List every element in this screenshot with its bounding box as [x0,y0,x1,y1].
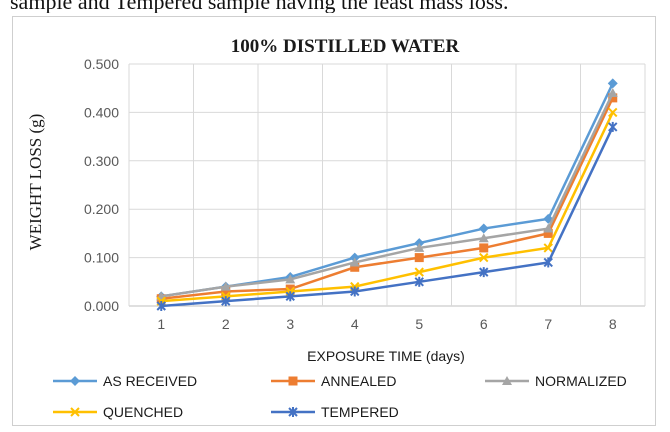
legend-item-annealed: ANNEALED [271,373,396,389]
x-tick-label: 2 [222,316,230,332]
y-tick-label: 0.400 [84,104,119,120]
series-line-annealed [161,97,614,300]
data-point-tempered [479,267,489,278]
y-tick-label: 0.000 [84,298,119,314]
y-tick-label: 0.500 [84,56,119,72]
data-point-normalized [414,242,425,252]
data-point-tempered [350,286,360,297]
legend-item-tempered: TEMPERED [271,404,399,420]
data-point-normalized [349,257,360,267]
data-point-annealed [543,228,553,238]
data-point-tempered [608,121,618,132]
legend-label: TEMPERED [321,404,399,420]
y-tick-label: 0.200 [84,201,119,217]
line-chart: 100% DISTILLED WATER 0.000 0.100 0.200 0.30… [26,36,646,420]
x-tick-label: 6 [480,316,488,332]
x-tick-label: 8 [609,316,617,332]
data-point-tempered [414,276,424,287]
legend-item-quenched: QUENCHED [53,404,183,420]
legend-label: QUENCHED [103,404,183,420]
caption-text: sample and Tempered sample having the le… [10,0,509,13]
y-tick-label: 0.300 [84,153,119,169]
x-tick-label: 1 [157,316,165,332]
data-point-annealed [479,243,489,253]
data-point-as-received [607,78,618,89]
legend-marker-tempered [288,407,298,417]
series-normalized [156,88,618,301]
data-point-as-received [478,223,489,234]
data-point-normalized [285,274,296,284]
legend-marker-annealed [288,376,298,386]
data-point-annealed [608,93,618,103]
data-point-annealed [221,286,231,296]
series-tempered [156,121,618,311]
legend-marker-as-received [70,376,80,386]
x-axis-title: EXPOSURE TIME (days) [307,348,465,364]
data-point-annealed [350,262,360,272]
x-tick-label: 3 [286,316,294,332]
legend-marker-quenched [70,407,80,417]
data-point-tempered [285,291,295,302]
x-tick-label: 4 [351,316,359,332]
x-tick-labels: 1 2 3 4 5 6 7 8 [157,316,617,332]
data-point-quenched [543,243,553,253]
x-tick-label: 7 [544,316,552,332]
legend-marker-normalized [502,376,512,385]
series-line-quenched [161,111,614,303]
legend: AS RECEIVED ANNEALED NORMALIZED QUENCHED TEM… [53,373,627,420]
x-tick-label: 5 [415,316,423,332]
y-axis-title: WEIGHT LOSS (g) [26,114,45,251]
legend-label: NORMALIZED [535,373,627,389]
data-point-normalized [478,233,489,243]
y-tick-labels: 0.000 0.100 0.200 0.300 0.400 0.500 [84,56,119,314]
data-point-normalized [543,223,554,233]
data-point-quenched [414,267,424,277]
data-point-annealed [285,284,295,294]
legend-item-normalized: NORMALIZED [485,373,627,389]
data-point-quenched [479,252,489,263]
data-point-quenched [608,107,618,118]
data-point-normalized [220,281,231,291]
y-tick-label: 0.100 [84,250,119,266]
series-line-normalized [161,92,614,298]
gridlines [128,63,646,307]
chart-title: 100% DISTILLED WATER [231,36,460,57]
legend-label: AS RECEIVED [103,373,197,389]
data-point-tempered [156,301,166,311]
chart-frame: 100% DISTILLED WATER 0.000 0.100 0.200 0.30… [12,16,656,426]
series-group [156,78,618,311]
legend-item-as-received: AS RECEIVED [53,373,197,389]
series-line-tempered [161,126,614,308]
legend-label: ANNEALED [321,373,396,389]
data-point-normalized [607,88,618,98]
data-point-annealed [414,253,424,263]
data-point-tempered [543,257,553,268]
data-point-tempered [221,296,231,307]
